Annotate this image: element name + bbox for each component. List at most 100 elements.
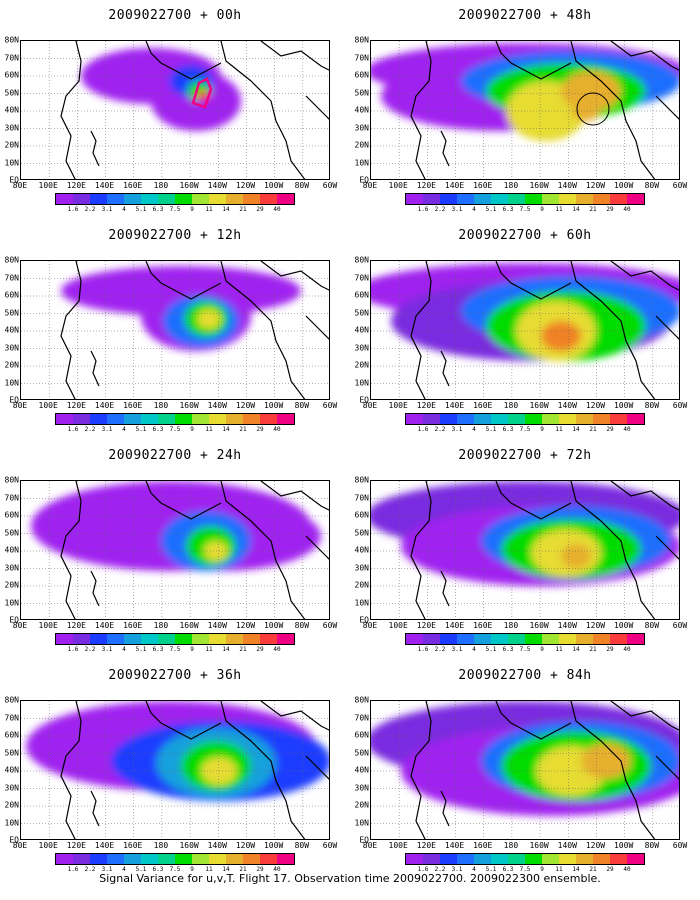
lon-tick-label: 120E xyxy=(66,401,86,410)
lon-tick-label: 120W xyxy=(585,841,606,850)
colorbar-level-label: 5.1 xyxy=(485,646,497,653)
coastline xyxy=(90,130,100,167)
colorbar-swatch xyxy=(406,194,423,204)
colorbar-level-label: 21 xyxy=(239,646,247,653)
colorbar-level-label: 40 xyxy=(623,206,631,213)
coastline xyxy=(495,481,572,520)
colorbar-swatch xyxy=(474,194,491,204)
colorbar-swatch xyxy=(243,414,260,424)
colorbar-level-label: 21 xyxy=(239,426,247,433)
colorbar-level-label: 29 xyxy=(606,426,614,433)
variance-map xyxy=(370,40,680,180)
variance-map xyxy=(20,260,330,400)
colorbar-level-label: 21 xyxy=(589,206,597,213)
colorbar-level-label: 1.6 xyxy=(67,426,79,433)
coastline xyxy=(60,41,82,179)
colorbar-level-label: 4 xyxy=(472,426,476,433)
lon-tick-label: 140W xyxy=(557,181,577,190)
lat-tick-label: EQ xyxy=(9,835,19,845)
colorbar-level-label: 14 xyxy=(222,646,230,653)
colorbar-level-label: 3.1 xyxy=(101,206,113,213)
variance-field xyxy=(81,48,241,131)
lon-tick-label: 100W xyxy=(613,181,634,190)
lat-tick-label: EQ xyxy=(9,175,19,185)
observation-track xyxy=(191,77,213,109)
colorbar-swatch xyxy=(457,854,474,864)
lon-tick-label: 100E xyxy=(388,401,408,410)
coastline xyxy=(655,535,679,560)
colorbar-level-label: 5.1 xyxy=(135,426,147,433)
lat-tick-label: 70N xyxy=(354,493,369,502)
lon-tick-label: 120W xyxy=(235,181,256,190)
lat-tick-label: EQ xyxy=(359,175,369,185)
lon-tick-label: 80E xyxy=(362,401,378,410)
variance-map xyxy=(370,700,680,840)
colorbar-level-label: 6.3 xyxy=(502,426,514,433)
colorbar xyxy=(405,633,645,645)
lon-tick-label: 60W xyxy=(672,841,688,850)
colorbar-swatch xyxy=(508,634,525,644)
lon-tick-label: 100E xyxy=(38,621,58,630)
coastline xyxy=(260,481,329,511)
colorbar-swatch xyxy=(508,194,525,204)
colorbar-swatch xyxy=(440,854,457,864)
panel-title: 2009022700 + 12h xyxy=(108,228,242,243)
colorbar-level-label: 29 xyxy=(256,646,264,653)
colorbar-swatch xyxy=(627,634,644,644)
coastline xyxy=(90,790,100,827)
lat-tick-label: 10N xyxy=(354,818,369,827)
lon-tick-label: 120W xyxy=(235,401,256,410)
colorbar-swatch xyxy=(440,634,457,644)
colorbar-swatch xyxy=(593,194,610,204)
colorbar-level-label: 7.5 xyxy=(519,646,531,653)
colorbar-level-label: 21 xyxy=(239,866,247,873)
coastline xyxy=(440,130,450,167)
lat-tick-label: 10N xyxy=(354,378,369,387)
lon-tick-label: 160E xyxy=(473,181,493,190)
colorbar-swatch xyxy=(559,414,576,424)
colorbar-level-label: 6.3 xyxy=(502,866,514,873)
map-panel-00h: 2009022700 + 00h 80N 70N 60N 50N 40N 30N 20N 10N… xyxy=(0,0,350,225)
colorbar-level-label: 1.6 xyxy=(67,646,79,653)
lon-tick-label: 100W xyxy=(613,841,634,850)
lat-tick-label: 10N xyxy=(354,158,369,167)
lat-tick-label: 60N xyxy=(4,290,19,300)
lat-tick-label: 80N xyxy=(354,255,369,265)
lon-tick-label: 160W xyxy=(529,181,549,190)
lon-tick-label: 160E xyxy=(473,841,493,850)
lon-tick-label: 120E xyxy=(416,841,436,850)
colorbar-swatch xyxy=(56,414,73,424)
panel-title: 2009022700 + 00h xyxy=(108,8,242,23)
lon-tick-label: 140W xyxy=(207,621,227,630)
colorbar-swatch xyxy=(593,634,610,644)
variance-contour xyxy=(197,309,221,329)
lon-tick-label: 160E xyxy=(123,181,143,190)
coastline xyxy=(145,41,222,80)
lon-tick-label: 80W xyxy=(294,181,310,190)
panel-title: 2009022700 + 24h xyxy=(108,448,242,463)
colorbar-swatch xyxy=(406,414,423,424)
colorbar-level-label: 29 xyxy=(606,206,614,213)
lon-tick-label: 80E xyxy=(362,621,378,630)
colorbar-swatch xyxy=(192,854,209,864)
lat-tick-label: 70N xyxy=(4,493,19,502)
coastline xyxy=(260,261,329,291)
colorbar-level-label: 2.2 xyxy=(84,426,96,433)
lon-tick-label: 140E xyxy=(94,401,115,410)
colorbar-level-label: 14 xyxy=(572,426,580,433)
colorbar-swatch xyxy=(158,854,175,864)
coastline xyxy=(60,481,82,619)
lat-tick-label: 40N xyxy=(354,105,369,115)
colorbar-swatch xyxy=(576,194,593,204)
lat-tick-label: 40N xyxy=(4,545,19,555)
colorbar-level-label: 21 xyxy=(589,426,597,433)
lat-tick-label: 30N xyxy=(4,343,19,352)
lon-tick-label: 80E xyxy=(12,401,28,410)
colorbar-swatch xyxy=(124,854,141,864)
coastline xyxy=(220,481,306,619)
colorbar-level-label: 6.3 xyxy=(502,206,514,213)
colorbar-level-label: 9 xyxy=(540,206,544,213)
lat-tick-label: 80N xyxy=(4,695,19,705)
colorbar-level-label: 11 xyxy=(555,206,563,213)
colorbar-level-label: 40 xyxy=(273,426,281,433)
